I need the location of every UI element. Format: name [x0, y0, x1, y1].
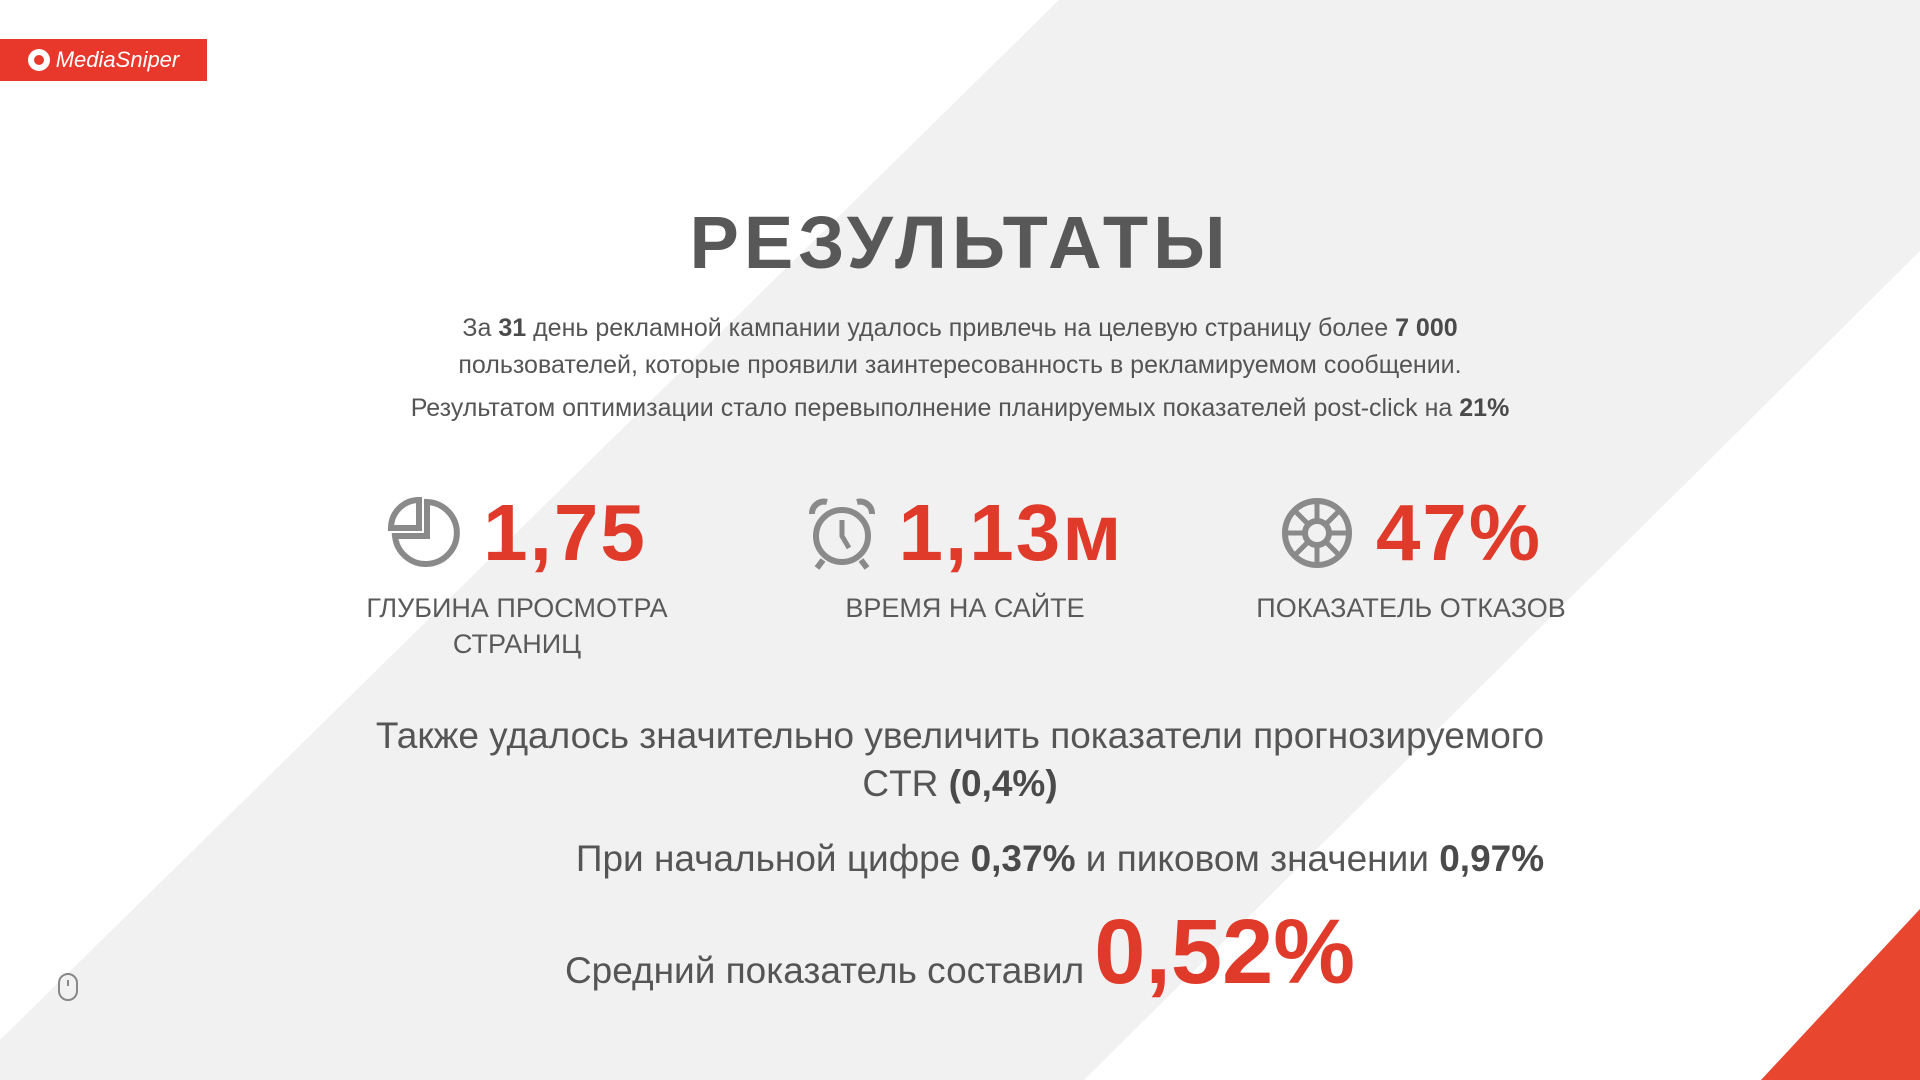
days-value: 31	[498, 314, 527, 342]
ctr-value: (0,4%)	[948, 763, 1058, 804]
start-ctr-value: 0,37%	[970, 838, 1076, 879]
alarm-clock-icon	[808, 498, 875, 570]
page-title: РЕЗУЛЬТАТЫ	[689, 201, 1231, 284]
postclick-value: 21%	[1459, 394, 1510, 422]
text: пользователей, которые проявили заинтере…	[458, 351, 1462, 379]
lifebuoy-icon	[1281, 498, 1352, 568]
logo-text: MediaSniper	[55, 47, 180, 72]
text: CTR	[862, 763, 949, 804]
stat-page-depth: 1,75 ГЛУБИНА ПРОСМОТРА СТРАНИЦ	[307, 488, 727, 662]
text: Также удалось значительно увеличить пока…	[375, 715, 1545, 756]
average-ctr-value: 0,52%	[1094, 901, 1356, 1003]
peak-ctr-value: 0,97%	[1439, 838, 1545, 879]
ctr-range-text: При начальной цифре 0,37% и пиковом знач…	[100, 838, 1920, 880]
brand-logo[interactable]: MediaSniper	[0, 39, 207, 81]
stat-value: 1,75	[483, 488, 647, 577]
logo-icon	[27, 49, 50, 71]
text: Средний показатель составил	[564, 950, 1085, 991]
stat-label: ГЛУБИНА ПРОСМОТРА СТРАНИЦ	[366, 593, 668, 659]
stat-label: ПОКАЗАТЕЛЬ ОТКАЗОВ	[1256, 593, 1566, 623]
users-value: 7 000	[1395, 314, 1458, 342]
text: При начальной цифре	[575, 838, 971, 879]
ctr-text: Также удалось значительно увеличить пока…	[0, 712, 1920, 808]
stat-time-on-site: 1,13м ВРЕМЯ НА САЙТЕ	[755, 488, 1175, 626]
text: Результатом оптимизации стало перевыполн…	[410, 394, 1460, 422]
stat-value: 47%	[1375, 488, 1543, 577]
mouse-scroll-icon	[58, 973, 78, 1001]
text: и пиковом значении	[1075, 838, 1440, 879]
text: За	[462, 314, 499, 342]
stat-value: 1,13м	[898, 488, 1124, 577]
red-corner-triangle	[1761, 909, 1920, 1080]
text: день рекламной кампании удалось привлечь…	[526, 314, 1396, 342]
average-ctr: Средний показатель составил 0,52%	[0, 900, 1920, 1005]
intro-text: За 31 день рекламной кампании удалось пр…	[0, 310, 1920, 427]
stat-label: ВРЕМЯ НА САЙТЕ	[845, 593, 1085, 623]
pie-chart-icon	[388, 496, 460, 567]
stat-bounce-rate: 47% ПОКАЗАТЕЛЬ ОТКАЗОВ	[1201, 488, 1621, 626]
